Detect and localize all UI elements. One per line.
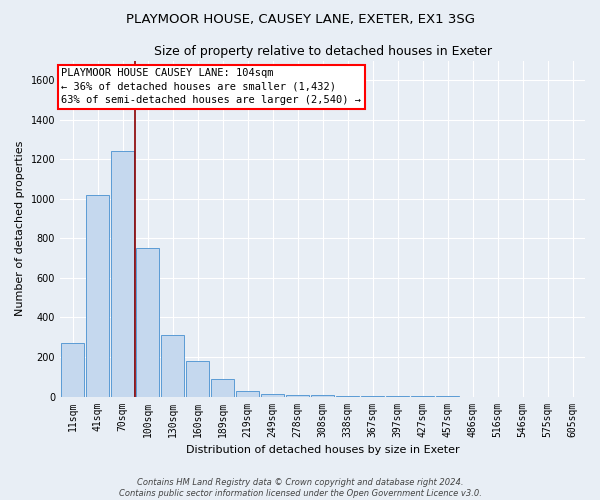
Bar <box>111 152 134 396</box>
Bar <box>161 336 184 396</box>
Bar <box>136 248 159 396</box>
Bar <box>236 390 259 396</box>
Bar <box>261 394 284 396</box>
Bar <box>286 394 309 396</box>
Bar <box>186 361 209 396</box>
Bar <box>61 343 84 396</box>
Bar <box>86 195 109 396</box>
Bar <box>211 379 234 396</box>
Text: PLAYMOOR HOUSE, CAUSEY LANE, EXETER, EX1 3SG: PLAYMOOR HOUSE, CAUSEY LANE, EXETER, EX1… <box>125 12 475 26</box>
Y-axis label: Number of detached properties: Number of detached properties <box>15 141 25 316</box>
Text: Contains HM Land Registry data © Crown copyright and database right 2024.
Contai: Contains HM Land Registry data © Crown c… <box>119 478 481 498</box>
X-axis label: Distribution of detached houses by size in Exeter: Distribution of detached houses by size … <box>186 445 460 455</box>
Title: Size of property relative to detached houses in Exeter: Size of property relative to detached ho… <box>154 45 491 58</box>
Text: PLAYMOOR HOUSE CAUSEY LANE: 104sqm
← 36% of detached houses are smaller (1,432)
: PLAYMOOR HOUSE CAUSEY LANE: 104sqm ← 36%… <box>61 68 361 105</box>
Bar <box>311 395 334 396</box>
